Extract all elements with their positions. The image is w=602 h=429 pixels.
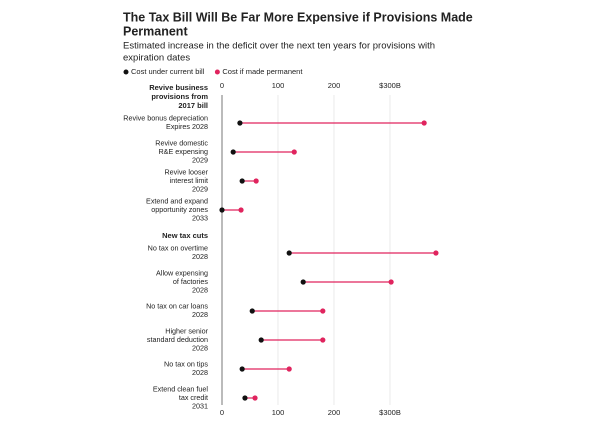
dot	[239, 178, 245, 184]
category-note: 2029	[192, 156, 208, 165]
dot	[433, 250, 439, 256]
dot	[320, 308, 326, 314]
category-label: Extend and expand	[146, 196, 208, 205]
category-note: 2028	[192, 344, 208, 353]
dot	[237, 120, 243, 126]
legend-label: Cost if made permanent	[222, 67, 303, 76]
category-note: 2028	[192, 286, 208, 295]
category-label: No tax on overtime	[148, 244, 208, 253]
dot	[239, 366, 245, 372]
legend-marker	[123, 69, 129, 75]
x-tick-label: 100	[272, 81, 285, 90]
dot	[300, 279, 306, 285]
category-note: Expires 2028	[166, 122, 208, 131]
category-label: opportunity zones	[151, 205, 208, 214]
category-label: interest limit	[170, 176, 208, 185]
category-label: Revive looser	[164, 167, 208, 176]
dot	[253, 178, 259, 184]
dot	[320, 337, 326, 343]
category-note: 2033	[192, 214, 208, 223]
dot	[258, 337, 264, 343]
chart-subtitle: Estimated increase in the deficit over t…	[123, 41, 435, 52]
category-label: of factories	[173, 277, 209, 286]
category-label: Revive bonus depreciation	[123, 114, 208, 123]
dot	[230, 149, 236, 155]
category-label: Extend clean fuel	[153, 384, 209, 393]
category-label: Higher senior	[165, 326, 208, 335]
x-tick-label: 0	[220, 408, 224, 417]
category-note: 2031	[192, 402, 208, 411]
x-tick-label: 100	[272, 408, 285, 417]
chart-title: Permanent	[123, 24, 188, 38]
category-note: 2028	[192, 310, 208, 319]
chart-title: The Tax Bill Will Be Far More Expensive …	[123, 10, 473, 24]
category-label: standard deduction	[147, 335, 208, 344]
category-label: Allow expensing	[156, 268, 208, 277]
group-heading: provisions from	[151, 92, 208, 101]
x-tick-label: 200	[328, 408, 341, 417]
dot	[242, 395, 248, 401]
category-label: No tax on tips	[164, 360, 208, 369]
legend-marker	[214, 69, 220, 75]
group-heading: Revive business	[149, 83, 208, 92]
dot	[388, 279, 394, 285]
category-note: 2028	[192, 368, 208, 377]
dot	[249, 308, 255, 314]
dot	[291, 149, 297, 155]
dot	[219, 207, 225, 213]
x-tick-label: 0	[220, 81, 224, 90]
x-tick-label: 200	[328, 81, 341, 90]
category-note: 2028	[192, 252, 208, 261]
chart-subtitle: expiration dates	[123, 53, 190, 64]
category-label: Revive domestic	[155, 138, 208, 147]
dot	[238, 207, 244, 213]
group-heading: 2017 bill	[178, 101, 208, 110]
x-tick-label: $300B	[379, 408, 401, 417]
category-note: 2029	[192, 185, 208, 194]
group-heading: New tax cuts	[162, 231, 208, 240]
dot	[252, 395, 258, 401]
dot	[286, 366, 292, 372]
dot	[421, 120, 427, 126]
dot	[286, 250, 292, 256]
x-tick-label: $300B	[379, 81, 401, 90]
category-label: No tax on car loans	[146, 302, 208, 311]
category-label: tax credit	[179, 393, 208, 402]
legend-label: Cost under current bill	[131, 67, 205, 76]
category-label: R&E expensing	[158, 147, 208, 156]
